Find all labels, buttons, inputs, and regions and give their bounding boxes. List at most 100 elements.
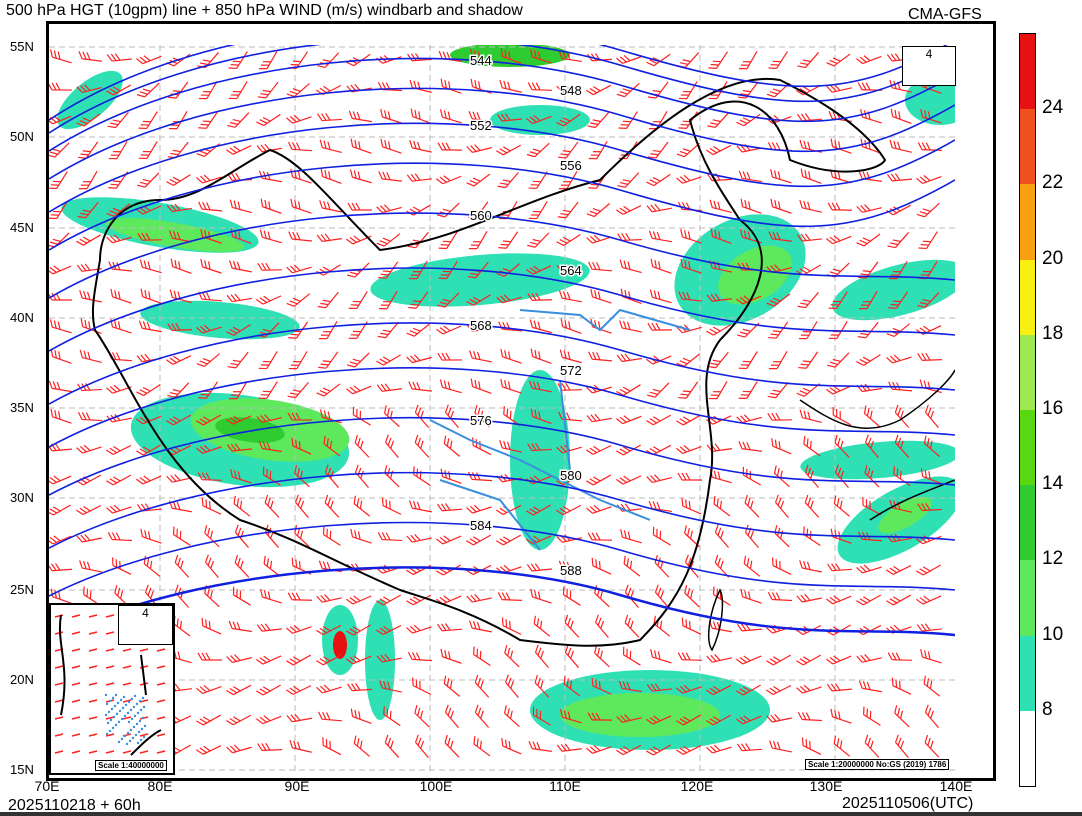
wind-barb	[444, 404, 459, 429]
wind-barb	[496, 294, 522, 304]
wind-barb	[646, 203, 672, 213]
wind-barb	[227, 351, 249, 369]
wind-barb	[233, 495, 251, 517]
wind-barb	[346, 595, 372, 605]
wind-barb	[534, 674, 550, 698]
wind-barb	[591, 677, 612, 695]
wind-barb	[677, 472, 703, 481]
wind-barb	[530, 49, 552, 64]
height-contour	[49, 212, 955, 299]
inset-island-dot	[123, 714, 127, 718]
wind-barb	[287, 141, 313, 152]
wind-barb	[617, 172, 640, 188]
wind-barb	[408, 261, 428, 280]
height-contour	[49, 87, 955, 180]
inset-island-dot	[120, 737, 124, 741]
inset-wind-barb	[139, 699, 149, 703]
south-china-sea-inset: 4 Scale 1:40000000	[49, 603, 175, 775]
wind-barb	[616, 444, 641, 456]
wind-barb	[684, 585, 700, 608]
inset-wind-barb	[88, 665, 98, 669]
wind-barb	[49, 171, 68, 190]
wind-barb	[174, 554, 190, 578]
wind-barb	[76, 84, 102, 94]
wind-barb	[385, 434, 399, 459]
wind-barb	[917, 292, 940, 308]
wind-barb	[226, 443, 253, 452]
wind-barb	[558, 290, 582, 303]
wind-barb	[110, 318, 132, 334]
wind-barb	[650, 649, 672, 664]
wind-barb	[826, 53, 851, 67]
contour-label: 560	[470, 208, 492, 223]
wind-barb	[594, 645, 610, 668]
wind-barb	[556, 84, 582, 93]
wind-barb	[895, 734, 909, 759]
wind-barb	[289, 739, 312, 753]
inset-island-dot	[113, 704, 117, 708]
wind-barb	[473, 646, 491, 666]
wind-barb	[736, 623, 763, 632]
wind-barb	[501, 617, 522, 635]
wind-barb	[919, 379, 942, 394]
wind-barb	[619, 320, 642, 333]
wind-barb	[916, 595, 942, 605]
inset-island-dot	[119, 698, 123, 702]
wind-barb	[499, 440, 522, 453]
inset-island-dot	[129, 708, 133, 712]
colorbar-segment	[1020, 259, 1035, 335]
wind-barb	[350, 708, 372, 725]
wind-barb	[678, 381, 699, 399]
wind-barb	[383, 706, 401, 727]
wind-barb	[440, 648, 462, 664]
wind-barb	[559, 349, 582, 364]
inset-wind-barb	[88, 716, 98, 720]
wind-barb	[414, 434, 430, 458]
wind-barb	[380, 138, 402, 154]
wind-barb	[526, 504, 551, 516]
lat-label: 45N	[10, 220, 34, 235]
colorbar-label: 22	[1042, 172, 1064, 194]
wind-barb	[505, 674, 519, 699]
wind-barb	[437, 292, 460, 308]
wind-barb	[620, 529, 642, 544]
wind-barb	[468, 620, 492, 633]
wind-barb	[706, 684, 732, 696]
contour-label: 584	[470, 518, 492, 533]
wind-barb	[196, 174, 222, 184]
wind-barb	[649, 289, 672, 304]
wind-barb	[768, 51, 788, 70]
wind-barb	[647, 141, 669, 159]
inset-wind-barb	[139, 665, 149, 669]
inset-island-dot	[114, 723, 118, 727]
wind-barb	[136, 383, 161, 397]
wind-barb	[736, 684, 761, 696]
wind-barb	[49, 82, 73, 91]
wind-barb	[198, 81, 218, 100]
wind-barb	[350, 138, 372, 154]
wind-barb	[616, 54, 642, 64]
wind-barb	[770, 169, 792, 184]
wind-barb	[377, 532, 403, 542]
wind-barb	[556, 504, 582, 516]
wind-barb	[77, 411, 103, 422]
wind-barb	[436, 175, 462, 185]
wind-barb	[588, 141, 608, 160]
wind-barb	[888, 381, 913, 392]
wind-barb	[76, 444, 102, 454]
wind-barb	[347, 683, 373, 692]
wind-barb	[500, 348, 522, 364]
wind-barb	[376, 54, 402, 64]
colorbar-segment	[1020, 184, 1035, 260]
wind-barb	[436, 325, 462, 335]
wind-barb	[858, 680, 882, 693]
wind-barb	[166, 53, 191, 67]
wind-barb	[799, 199, 822, 213]
wind-barb	[676, 174, 702, 184]
wind-barb	[796, 113, 823, 122]
wind-barb	[228, 260, 252, 273]
wind-barb	[406, 173, 433, 182]
wind-barb	[652, 526, 671, 546]
wind-barb	[49, 475, 72, 485]
inset-island-dot	[124, 703, 128, 707]
